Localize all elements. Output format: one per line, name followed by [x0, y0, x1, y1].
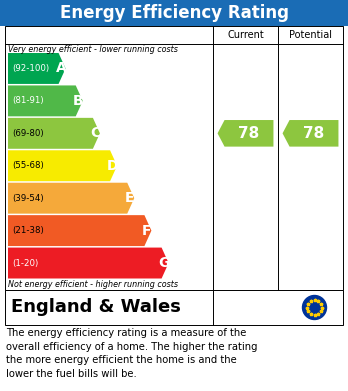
- Text: 78: 78: [238, 126, 259, 141]
- Text: Very energy efficient - lower running costs: Very energy efficient - lower running co…: [8, 45, 178, 54]
- Text: The energy efficiency rating is a measure of the
overall efficiency of a home. T: The energy efficiency rating is a measur…: [6, 328, 258, 379]
- Text: G: G: [158, 256, 170, 270]
- Polygon shape: [8, 215, 151, 246]
- Text: F: F: [142, 224, 152, 238]
- Polygon shape: [218, 120, 274, 147]
- Polygon shape: [283, 120, 339, 147]
- Polygon shape: [8, 118, 100, 149]
- Text: B: B: [73, 94, 84, 108]
- Text: (39-54): (39-54): [12, 194, 44, 203]
- Text: C: C: [90, 126, 101, 140]
- Text: A: A: [56, 61, 66, 75]
- Text: (21-38): (21-38): [12, 226, 44, 235]
- Text: Current: Current: [227, 30, 264, 40]
- Polygon shape: [8, 53, 65, 84]
- Text: (1-20): (1-20): [12, 258, 38, 267]
- Bar: [5, 290, 343, 325]
- Text: (69-80): (69-80): [12, 129, 44, 138]
- Bar: [0, 0, 348, 26]
- Bar: [5, 26, 343, 290]
- Text: (81-91): (81-91): [12, 97, 44, 106]
- Polygon shape: [8, 85, 83, 117]
- Text: (55-68): (55-68): [12, 161, 44, 170]
- Polygon shape: [8, 248, 168, 278]
- Polygon shape: [8, 183, 134, 213]
- Text: E: E: [125, 191, 134, 205]
- Text: Potential: Potential: [289, 30, 332, 40]
- Text: Not energy efficient - higher running costs: Not energy efficient - higher running co…: [8, 280, 178, 289]
- Circle shape: [302, 296, 326, 319]
- Text: 78: 78: [303, 126, 324, 141]
- Text: D: D: [107, 159, 118, 173]
- Text: Energy Efficiency Rating: Energy Efficiency Rating: [60, 4, 288, 22]
- Text: (92-100): (92-100): [12, 64, 49, 73]
- Text: England & Wales: England & Wales: [11, 298, 181, 316]
- Polygon shape: [8, 150, 117, 181]
